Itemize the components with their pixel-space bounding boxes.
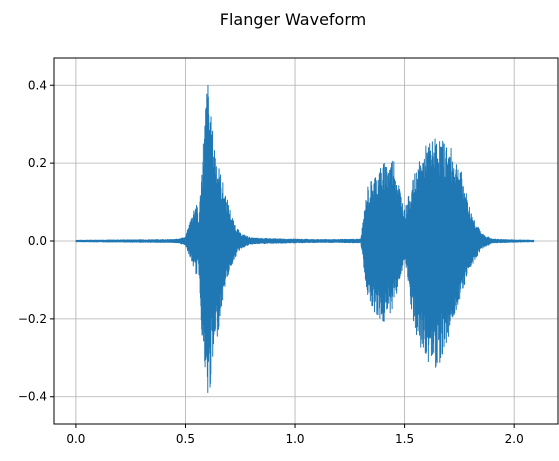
x-tick-label: 2.0 <box>505 432 524 446</box>
waveform-layer <box>75 85 535 394</box>
y-tick-label: 0.4 <box>28 78 47 92</box>
y-tick-label: −0.2 <box>18 312 47 326</box>
x-tick-label: 1.0 <box>285 432 304 446</box>
x-tick-label: 0.0 <box>66 432 85 446</box>
chart-title: Flanger Waveform <box>220 10 366 29</box>
x-tick-label: 0.5 <box>176 432 195 446</box>
tick-layer: 0.0 0.5 1.0 1.5 2.0 0.4 0.2 0.0 −0.2 −0.4 <box>18 78 524 446</box>
waveform-line <box>75 85 535 394</box>
y-tick-label: 0.0 <box>28 234 47 248</box>
x-tick-label: 1.5 <box>395 432 414 446</box>
y-tick-label: 0.2 <box>28 156 47 170</box>
y-tick-label: −0.4 <box>18 390 47 404</box>
